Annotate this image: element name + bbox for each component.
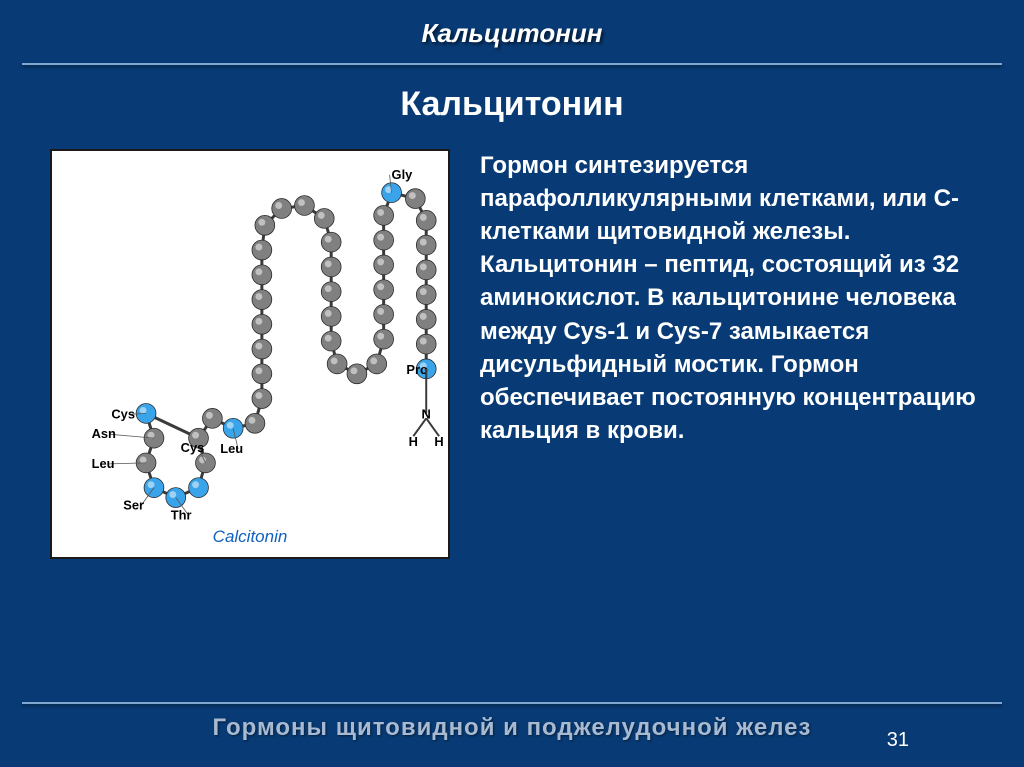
svg-text:Thr: Thr (171, 507, 192, 522)
footer-text: Гормоны щитовидной и поджелудочной желез (0, 714, 1024, 742)
svg-text:H: H (434, 434, 443, 449)
svg-text:Ser: Ser (123, 497, 144, 512)
svg-text:Cys: Cys (181, 440, 205, 455)
diagram-caption: Calcitonin (52, 527, 448, 547)
svg-text:Gly: Gly (392, 167, 414, 182)
content-row: Cys Asn Leu Ser Thr Cys Leu Gly Pro NH H Calcitoni… (50, 149, 994, 559)
footer-divider (22, 702, 1002, 704)
page-number: 31 (887, 729, 909, 752)
svg-text:Leu: Leu (220, 441, 243, 456)
peptide-diagram: Cys Asn Leu Ser Thr Cys Leu Gly Pro NH H Calcitoni… (50, 149, 450, 559)
svg-text:N: N (422, 406, 431, 421)
footer: Гормоны щитовидной и поджелудочной желез (0, 702, 1024, 742)
svg-text:H: H (409, 434, 418, 449)
header-title: Кальцитонин (0, 0, 1024, 49)
header-divider (22, 63, 1002, 65)
svg-text:Leu: Leu (92, 456, 115, 471)
body-text: Гормон синтезируется парафолликулярными … (480, 149, 994, 559)
svg-text:Asn: Asn (92, 426, 116, 441)
main-title: Кальцитонин (0, 85, 1024, 124)
svg-text:Cys: Cys (111, 406, 135, 421)
svg-text:Pro: Pro (406, 362, 428, 377)
